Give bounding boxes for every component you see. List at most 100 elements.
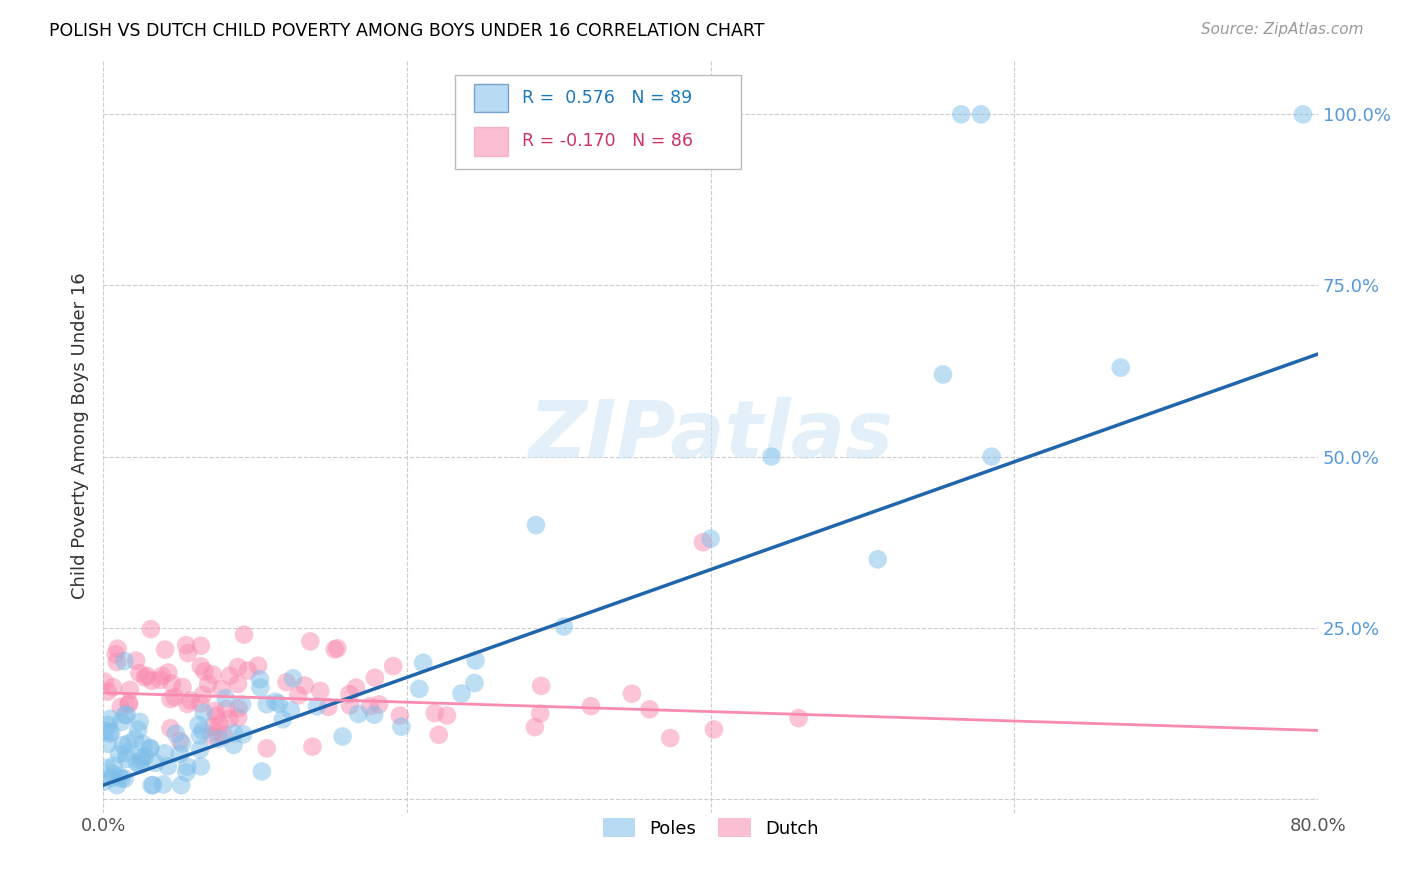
Point [197, 677, 219, 691]
Point [125, 654, 148, 668]
Point [553, 619, 575, 633]
Point [187, 717, 209, 731]
Point [692, 535, 714, 549]
Point [176, 765, 198, 780]
Point [620, 687, 643, 701]
Point [180, 693, 202, 707]
Point [761, 450, 783, 464]
Point [131, 750, 153, 764]
Point [97, 737, 120, 751]
Point [190, 759, 212, 773]
Point [276, 675, 298, 690]
Point [256, 741, 278, 756]
Point [323, 642, 346, 657]
Point [96, 761, 118, 775]
Point [110, 772, 132, 786]
FancyBboxPatch shape [474, 127, 508, 155]
Point [115, 752, 138, 766]
Point [294, 678, 316, 692]
Point [450, 687, 472, 701]
Point [332, 730, 354, 744]
Text: R =  0.576   N = 89: R = 0.576 N = 89 [522, 89, 693, 107]
Point [382, 659, 405, 673]
Point [232, 727, 254, 741]
Point [152, 777, 174, 791]
Point [209, 681, 232, 696]
Point [159, 721, 181, 735]
Point [172, 736, 194, 750]
Point [281, 671, 304, 685]
Point [530, 679, 553, 693]
Point [176, 759, 198, 773]
Point [205, 708, 228, 723]
Text: R = -0.170   N = 86: R = -0.170 N = 86 [522, 132, 693, 150]
Point [218, 712, 240, 726]
Point [118, 682, 141, 697]
Y-axis label: Child Poverty Among Boys Under 16: Child Poverty Among Boys Under 16 [72, 273, 89, 599]
Point [103, 758, 125, 772]
Point [170, 778, 193, 792]
Point [107, 641, 129, 656]
Point [204, 704, 226, 718]
Point [423, 706, 446, 720]
Point [256, 698, 278, 712]
Point [215, 702, 238, 716]
Point [231, 698, 253, 712]
Point [139, 741, 162, 756]
Point [100, 771, 122, 785]
Point [299, 634, 322, 648]
Point [233, 627, 256, 641]
Point [226, 677, 249, 691]
Point [201, 667, 224, 681]
Point [142, 778, 165, 792]
Point [190, 659, 212, 673]
Point [436, 708, 458, 723]
Point [389, 720, 412, 734]
Point [226, 710, 249, 724]
Point [114, 654, 136, 668]
Point [318, 699, 340, 714]
Point [287, 689, 309, 703]
Point [101, 767, 124, 781]
Point [305, 699, 328, 714]
Point [134, 749, 156, 764]
Point [970, 107, 993, 121]
Point [222, 738, 245, 752]
Point [108, 747, 131, 761]
Point [190, 639, 212, 653]
Point [141, 778, 163, 792]
Point [699, 532, 721, 546]
Point [157, 665, 180, 680]
Point [163, 690, 186, 704]
Point [145, 756, 167, 770]
Point [271, 712, 294, 726]
Point [267, 697, 290, 711]
Point [638, 702, 661, 716]
Text: ZIPatlas: ZIPatlas [529, 397, 893, 475]
Point [464, 653, 486, 667]
Point [249, 673, 271, 687]
Point [309, 684, 332, 698]
Point [208, 717, 231, 731]
Point [105, 655, 128, 669]
Point [108, 769, 131, 783]
Point [207, 731, 229, 746]
Point [153, 747, 176, 761]
Point [110, 699, 132, 714]
Point [202, 720, 225, 734]
Point [363, 707, 385, 722]
Point [128, 666, 150, 681]
Point [388, 708, 411, 723]
Point [100, 725, 122, 739]
Point [427, 728, 450, 742]
Point [207, 725, 229, 739]
Point [139, 741, 162, 756]
Point [222, 726, 245, 740]
Point [174, 638, 197, 652]
Point [301, 739, 323, 754]
Point [193, 665, 215, 679]
Point [93, 674, 115, 689]
Point [347, 706, 370, 721]
Point [97, 718, 120, 732]
Point [191, 723, 214, 738]
